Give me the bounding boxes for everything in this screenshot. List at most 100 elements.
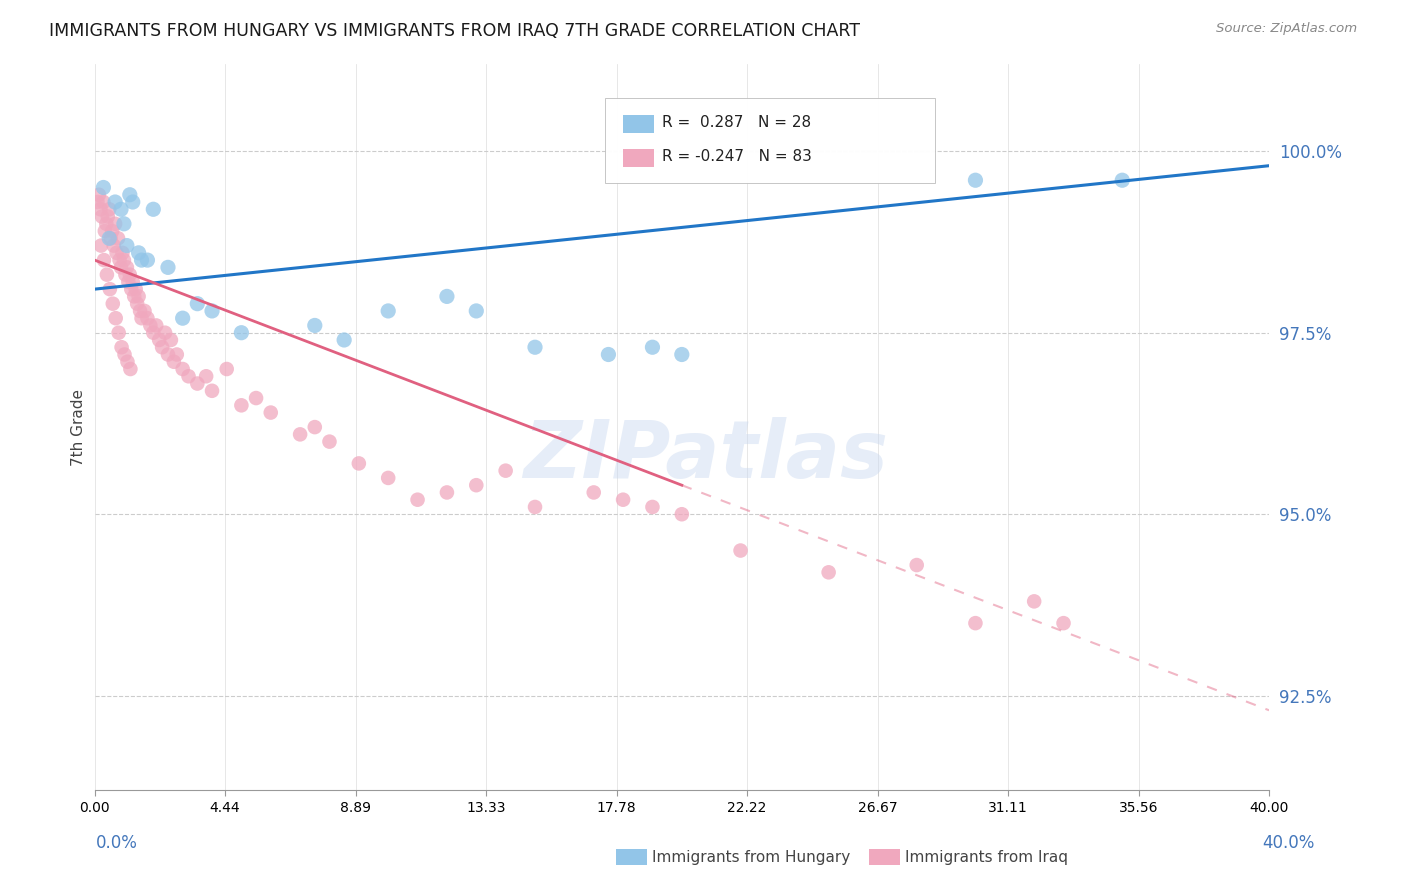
Text: R =  0.287   N = 28: R = 0.287 N = 28: [662, 115, 811, 129]
Text: 40.0%: 40.0%: [1263, 834, 1315, 852]
Point: [131, 311, 153, 326]
Point: [965, 616, 987, 631]
Point: [436, 485, 458, 500]
Point: [671, 347, 693, 361]
Point: [96, 217, 118, 231]
Point: [166, 347, 188, 361]
Point: [1052, 616, 1074, 631]
Text: Immigrants from Iraq: Immigrants from Iraq: [905, 850, 1069, 864]
Point: [115, 260, 138, 275]
Point: [131, 253, 153, 268]
Point: [87, 187, 110, 202]
Point: [1024, 594, 1046, 608]
Point: [163, 355, 186, 369]
Point: [121, 194, 143, 209]
Point: [134, 304, 156, 318]
Point: [118, 268, 141, 282]
Text: R = -0.247   N = 83: R = -0.247 N = 83: [662, 149, 813, 163]
Point: [93, 253, 115, 268]
Point: [101, 296, 124, 310]
Point: [730, 543, 752, 558]
Point: [177, 369, 200, 384]
Point: [103, 238, 125, 252]
Point: [671, 507, 693, 521]
Point: [97, 210, 120, 224]
Point: [90, 210, 112, 224]
Point: [114, 268, 136, 282]
Point: [104, 194, 127, 209]
Point: [128, 245, 150, 260]
Point: [145, 318, 167, 333]
Point: [93, 194, 115, 209]
Point: [465, 478, 488, 492]
Point: [201, 304, 224, 318]
Point: [150, 340, 173, 354]
Point: [104, 311, 127, 326]
Point: [125, 282, 148, 296]
Point: [112, 253, 135, 268]
Point: [215, 362, 238, 376]
Point: [582, 485, 605, 500]
Point: [318, 434, 340, 449]
Point: [104, 217, 127, 231]
Point: [110, 260, 132, 275]
Text: ZIPatlas: ZIPatlas: [523, 417, 887, 495]
Point: [98, 202, 121, 217]
Point: [465, 304, 488, 318]
Point: [201, 384, 224, 398]
Point: [110, 202, 132, 217]
Point: [172, 311, 194, 326]
Point: [117, 355, 139, 369]
Point: [128, 289, 150, 303]
Point: [406, 492, 429, 507]
Y-axis label: 7th Grade: 7th Grade: [72, 389, 86, 466]
Point: [436, 289, 458, 303]
Point: [195, 369, 218, 384]
Point: [347, 457, 370, 471]
Point: [108, 253, 131, 268]
Point: [148, 333, 170, 347]
Point: [120, 362, 142, 376]
Point: [965, 173, 987, 187]
Point: [160, 333, 183, 347]
Point: [110, 340, 132, 354]
Point: [98, 282, 121, 296]
Point: [112, 217, 135, 231]
Point: [90, 238, 112, 252]
Point: [377, 471, 399, 485]
Point: [333, 333, 356, 347]
Point: [524, 500, 547, 514]
Point: [641, 340, 664, 354]
Point: [117, 275, 139, 289]
Point: [127, 296, 149, 310]
Point: [186, 376, 208, 391]
Point: [100, 231, 122, 245]
Point: [118, 187, 141, 202]
Point: [304, 318, 326, 333]
Point: [288, 427, 311, 442]
Point: [121, 275, 143, 289]
Point: [86, 194, 108, 209]
Point: [612, 492, 634, 507]
Point: [122, 289, 145, 303]
Point: [142, 202, 165, 217]
Point: [231, 326, 253, 340]
Point: [1111, 173, 1133, 187]
Point: [231, 398, 253, 412]
Point: [142, 326, 165, 340]
Point: [93, 180, 115, 194]
Point: [139, 318, 162, 333]
Point: [186, 296, 208, 310]
Point: [120, 282, 142, 296]
Point: [89, 202, 111, 217]
Point: [111, 245, 134, 260]
Point: [260, 406, 283, 420]
Point: [105, 245, 128, 260]
Point: [245, 391, 267, 405]
Point: [304, 420, 326, 434]
Point: [136, 311, 159, 326]
Text: Source: ZipAtlas.com: Source: ZipAtlas.com: [1216, 22, 1357, 36]
Point: [107, 326, 129, 340]
Point: [598, 347, 620, 361]
Point: [96, 268, 118, 282]
